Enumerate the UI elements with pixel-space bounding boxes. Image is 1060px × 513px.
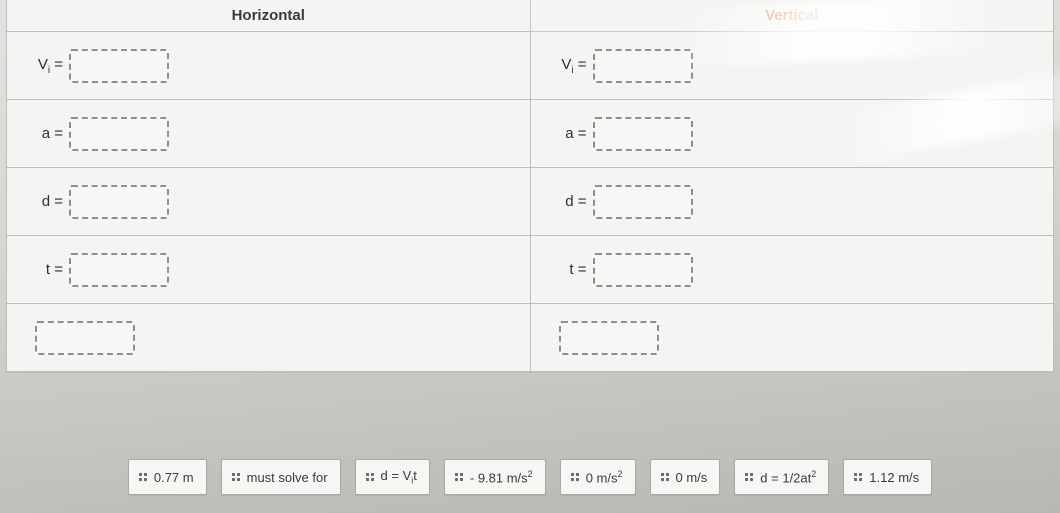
drop-slot[interactable] [69,253,169,287]
tile-label: must solve for [247,470,328,485]
left-cell: t = [7,236,530,304]
answer-tile[interactable]: 0 m/s [650,459,721,495]
left-cell: Vi = [7,32,530,100]
drag-grip-icon [854,473,862,481]
drop-slot[interactable] [69,49,169,83]
tile-label: 0 m/s [676,470,708,485]
right-cell: d = [530,168,1054,236]
drop-slot[interactable] [69,117,169,151]
answer-tile[interactable]: 0 m/s2 [560,459,636,495]
answer-tile[interactable]: d = 1/2at2 [734,459,829,495]
right-cell: t = [530,236,1054,304]
drop-slot[interactable] [593,49,693,83]
drop-slot[interactable] [593,117,693,151]
table-row: a = a = [7,100,1053,168]
drop-slot[interactable] [35,321,135,355]
variable-label: d = [559,193,587,210]
variable-label: a = [559,125,587,142]
table-row: Vi = Vi = [7,32,1053,100]
header-horizontal: Horizontal [7,0,530,32]
drag-grip-icon [455,473,463,481]
variable-label: a = [35,125,63,142]
answer-tile[interactable]: 1.12 m/s [843,459,932,495]
kinematics-table: Horizontal Vertical Vi =Vi =a =a =d =d =… [6,0,1054,373]
drop-slot[interactable] [593,185,693,219]
drag-grip-icon [745,473,753,481]
variable-label: t = [35,261,63,278]
tile-label: d = 1/2at2 [760,469,816,485]
answer-tiles-tray: 0.77 m must solve for d = Vit - 9.81 m/s2 0 … [0,459,1060,495]
left-cell: a = [7,100,530,168]
tile-label: 0.77 m [154,470,194,485]
drop-slot[interactable] [593,253,693,287]
header-vertical: Vertical [530,0,1054,32]
table-row: t = t = [7,236,1053,304]
answer-tile[interactable]: - 9.81 m/s2 [444,459,546,495]
variable-label: d = [35,193,63,210]
answer-tile[interactable]: must solve for [221,459,341,495]
table-row: d = d = [7,168,1053,236]
tile-label: 1.12 m/s [869,470,919,485]
answer-tile[interactable]: 0.77 m [128,459,207,495]
table-row [7,304,1053,372]
drag-grip-icon [139,473,147,481]
variable-label: t = [559,261,587,278]
variable-label: Vi = [35,56,63,76]
drag-grip-icon [661,473,669,481]
right-cell [530,304,1054,372]
drop-slot[interactable] [559,321,659,355]
right-cell: Vi = [530,32,1054,100]
left-cell [7,304,530,372]
answer-tile[interactable]: d = Vit [355,459,430,495]
header-row: Horizontal Vertical [7,0,1053,32]
tile-label: 0 m/s2 [586,469,623,485]
right-cell: a = [530,100,1054,168]
drag-grip-icon [366,473,374,481]
drag-grip-icon [232,473,240,481]
tile-label: d = Vit [381,468,417,486]
variable-label: Vi = [559,56,587,76]
drag-grip-icon [571,473,579,481]
drop-slot[interactable] [69,185,169,219]
tile-label: - 9.81 m/s2 [470,469,533,485]
left-cell: d = [7,168,530,236]
